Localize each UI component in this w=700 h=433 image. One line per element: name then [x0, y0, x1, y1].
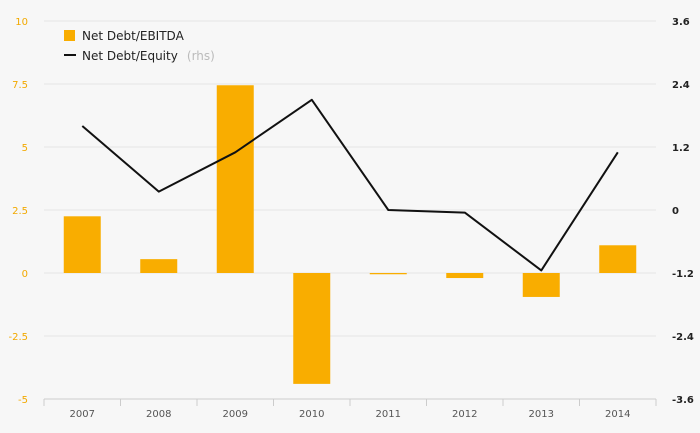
legend-swatch-net-debt-ebitda: [64, 30, 75, 41]
x-tick-label: 2012: [452, 409, 477, 420]
legend-label-rhs: (rhs): [187, 49, 215, 63]
bar-2008: [140, 259, 178, 273]
bar-2013: [522, 273, 560, 297]
legend-label-net-debt-ebitda: Net Debt/EBITDA: [82, 29, 185, 43]
y-left-tick-label: 0: [22, 269, 28, 280]
bar-2009: [216, 85, 254, 273]
x-tick-label: 2010: [299, 409, 324, 420]
line-layer: [81, 98, 619, 272]
y-left-tick-label: -2.5: [8, 332, 28, 343]
y-right-tick-label: 3.6: [672, 17, 690, 28]
y-right-tick-label: 0: [672, 206, 679, 217]
y-right-tick-label: 1.2: [672, 143, 690, 154]
bar-2010: [293, 273, 331, 384]
bar-2011: [369, 273, 407, 275]
y-right-tick-label: -2.4: [672, 332, 694, 343]
x-tick-label: 2013: [529, 409, 554, 420]
grid-layer: [44, 20, 656, 337]
line-net-debt-equity: [81, 98, 619, 272]
axis-layer: 10 7.5 5 2.5 0 -2.5 -5 3.6 2.4 1.2 0 -1.2 -2.4 -3.6 20…: [8, 17, 693, 420]
bar-layer: [63, 85, 637, 384]
y-left-tick-label: 7.5: [12, 80, 28, 91]
x-tick-label: 2014: [605, 409, 630, 420]
x-tick-label: 2011: [376, 409, 401, 420]
y-right-tick-label: -3.6: [672, 395, 694, 406]
legend-label-net-debt-equity: Net Debt/Equity: [82, 49, 178, 63]
y-right-tick-label: -1.2: [672, 269, 694, 280]
y-right-tick-label: 2.4: [672, 80, 690, 91]
legend: Net Debt/EBITDA Net Debt/Equity (rhs): [64, 29, 215, 64]
y-left-tick-label: 5: [22, 143, 28, 154]
bar-2012: [446, 273, 484, 279]
x-tick-label: 2008: [146, 409, 171, 420]
bar-2007: [63, 216, 101, 273]
y-left-tick-label: 2.5: [12, 206, 28, 217]
bar-2014: [599, 245, 637, 273]
legend-label-net-debt-equity-group: Net Debt/Equity (rhs): [82, 45, 215, 64]
x-tick-label: 2009: [223, 409, 248, 420]
x-tick-label: 2007: [70, 409, 95, 420]
y-left-tick-label: 10: [15, 17, 28, 28]
y-left-tick-label: -5: [18, 395, 28, 406]
